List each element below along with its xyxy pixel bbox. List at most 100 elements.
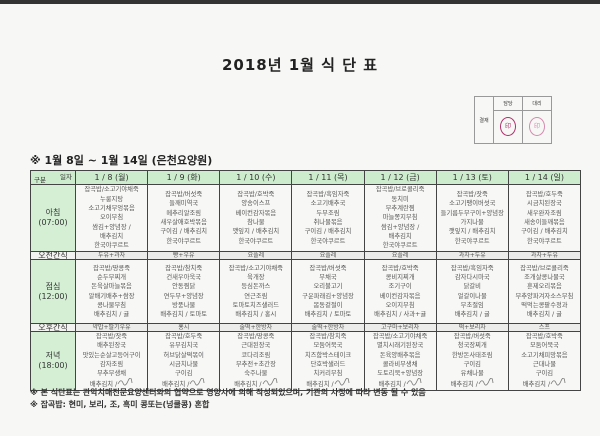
meal-name: 아침 [45,208,61,217]
snack-cell: 약밥+딸기우유 [74,323,149,332]
menu-item: 근대된장국 [220,341,291,350]
menu-item-text: 돈육양배추볶음 [379,351,421,359]
menu-item-text: 근대나물 [532,360,557,368]
menu-cell: 잡곡밥/버섯죽 무채국 오리불고기 구운파래김+양념장 봄동겉절이 배추김치 / 토마토 [291,259,365,324]
menu-item-text: 모둠어묵국 [529,342,559,350]
menu-item-text: 도토리묵+양념장 [377,370,424,378]
menu-item-text: 깻잎지 / 배추김치 [232,228,280,236]
stamp-seal-icon: 印 [529,117,545,137]
menu-item-text: 시금치된장국 [527,200,562,208]
meal-name: 점심 [45,281,61,291]
corner-date-label: 일자 [60,173,72,181]
menu-item-text: 한국야쿠르트 [382,242,418,250]
menu-item: 쌈김+양념장 / [365,223,436,232]
menu-cell: 잡곡밥/호두죽 시금치된장국 새우완자조림 새송이들깨볶음 구이김 / 배추김치 한국야쿠… [507,184,582,252]
menu-item-text: 잡곡밥/버섯죽 [309,264,347,272]
menu-cell: 잡곡밥/호박죽 콩비지찌개 조기구이 베이컨감자볶음 오이지무침 배추김치 / 사과+귤 [363,259,437,324]
menu-item-text: 구이김 / 배추김치 [160,228,208,236]
menu-item-text: 순두부찌개 [97,273,127,281]
menu-item: 잡곡밥/브로콜리죽 [365,185,436,194]
menu-item: 배추김치 [76,232,147,241]
menu-item: 두부조림 [292,209,363,218]
menu-item-text: 잡곡밥/소고기야채죽 [373,333,428,340]
menu-item-text: 안동찜닭 [172,283,196,291]
menu-item-text: 등심돈까스 [241,283,271,291]
menu-cell: 잡곡밥/땅콩죽 근대된장국 코다리조림 부추전+초간장 숙주나물 배추김치 / [219,331,293,391]
menu-item: 구이김 / 배추김치 [509,227,580,236]
menu-item: 잡곡밥/소고기야채죽 [365,332,436,341]
menu-item: 배추김치 / [509,378,580,389]
menu-item-text: 배추된장국 [97,342,127,350]
menu-item: 양송이스프 [220,199,291,208]
menu-item-text: 새송이들깨볶음 [524,219,565,226]
menu-item: 새송이들깨볶음 [509,218,580,227]
menu-item: 치즈함박스테이크 [292,351,363,360]
menu-item-text: 배추김치 / 사과+귤 [374,311,427,319]
menu-item-text: 잡곡밥/땅콩죽 [93,264,131,272]
menu-item-text: 잡곡밥/호두죽 [525,191,563,199]
menu-item: 누룽지탕 [76,195,147,204]
menu-item: 순두부찌개 [76,273,147,282]
approval-col-manager: 담당 [493,96,523,111]
menu-item-text: 잡곡밥/참치죽 [165,264,203,272]
menu-cell: 잡곡밥/버섯죽 청국장찌개 한방돈사태조림 구이김 유채나물 배추김치 / [435,331,509,391]
menu-item: 건새우아욱국 [148,273,219,282]
menu-item: 한국야쿠르트 [220,237,291,246]
menu-item-text: 감자다시마국 [454,273,490,281]
menu-cell: 잡곡밥/참치죽 모둠어묵국 치즈함박스테이크 단호박샐러드 치커리무침 배추김치 / [291,331,365,391]
menu-item-text: 잡곡밥/호박죽 [525,333,563,340]
menu-item-text: 한국야쿠르트 [166,237,202,245]
menu-item-text: 쌈김+양념장 / [92,223,131,231]
menu-item: 연근조림 [220,292,291,301]
meal-name: 저녁 [45,350,61,360]
menu-item: 청국장찌개 [437,341,508,350]
menu-item: 깻잎지 / 배추김치 [437,227,508,236]
menu-item: 잡곡밥/버섯죽 [437,332,508,341]
menu-item-text: 감자조림 [99,360,124,368]
menu-item: 소고기배추국 [292,199,363,208]
row-label: 오후간식 [30,323,76,332]
menu-item-text: 부추무생채 [97,370,127,378]
day-header: 1 / 12 (금) [363,170,437,185]
menu-item: 잡곡밥/흑임자죽 [437,264,508,273]
menu-item: 소고기채피망볶음 [509,351,580,360]
snack-row: 오후간식 약밥+딸기우유 홍시 술떡+한방차 술떡+한방차 고구마+보리차 떡+보리차 스프 [30,323,582,332]
menu-item: 멸치시래기된장국 [365,341,436,350]
menu-item: 콜라비무생채 [365,360,436,369]
menu-item-text: 양송이스프 [241,200,271,208]
menu-item: 한국야쿠르트 [509,237,580,246]
menu-item-text: 배추김치 / 홍시 [235,311,277,319]
menu-item: 닭갈비 [437,282,508,291]
menu-item: 감자다시마국 [437,273,508,282]
menu-item: 방풍나물 [148,301,219,310]
menu-item-text: 한국야쿠르트 [454,237,490,245]
menu-item-text: 배추김치 / 귤 [94,311,130,319]
menu-item-text: 잡곡밥/잣죽 [456,191,488,199]
snack-cell: 술떡+한방차 [291,323,365,332]
menu-item: 배추김치 / 토마토 [148,310,219,319]
menu-item: 조개살콩나물국 [509,273,580,282]
menu-item-text: 콜라비무생채 [382,360,418,368]
menu-item: 무채국 [292,273,363,282]
menu-item: 잡곡밥/잣죽 [76,332,147,341]
menu-item: 근대나물 [509,360,580,369]
menu-item-text: 건새우아욱국 [166,273,202,281]
menu-item-text: 청국장찌개 [457,342,487,350]
menu-item-text: 배추김치 / 토마토 [160,311,208,319]
menu-item: 잡곡밥/흑임자죽 [292,190,363,199]
menu-cell: 잡곡밥/브로콜리죽 조개살콩나물국 훈제오리볶음 부추양파겨자소스무침 떡먹는콩팥수정과… [507,259,582,324]
menu-item-text: 베이컨감자볶음 [379,292,421,300]
snack-row: 오전간식 두유+과자 빵+우유 요플레 요플레 요플레 과자+두유 과자+두유 [30,251,582,260]
menu-item: 배추김치 / 귤 [509,310,580,319]
menu-item: 육개장 [220,273,291,282]
menu-item: 배추김치 / 홍시 [220,310,291,319]
day-header: 1 / 11 (목) [291,170,365,185]
menu-item: 잡곡밥/호두죽 [148,332,219,341]
menu-item-text: 연근조림 [244,292,268,300]
menu-item: 동치미 [365,195,436,204]
menu-item-text: 허브닭살떡볶이 [163,351,204,359]
menu-item-text: 누룽지탕 [99,195,124,203]
footnote-agreement: ※ 본 식단표는 관악치매전문요양센터와의 협약으로 영양사에 의해 작성되었으… [30,388,426,397]
menu-cell: 잡곡밥/브로콜리죽 동치미 부추계란찜 마늘쫑지무침 쌈김+양념장 / 배추김치 한국야쿠르… [363,184,437,252]
menu-item: 훈제오리볶음 [509,282,580,291]
